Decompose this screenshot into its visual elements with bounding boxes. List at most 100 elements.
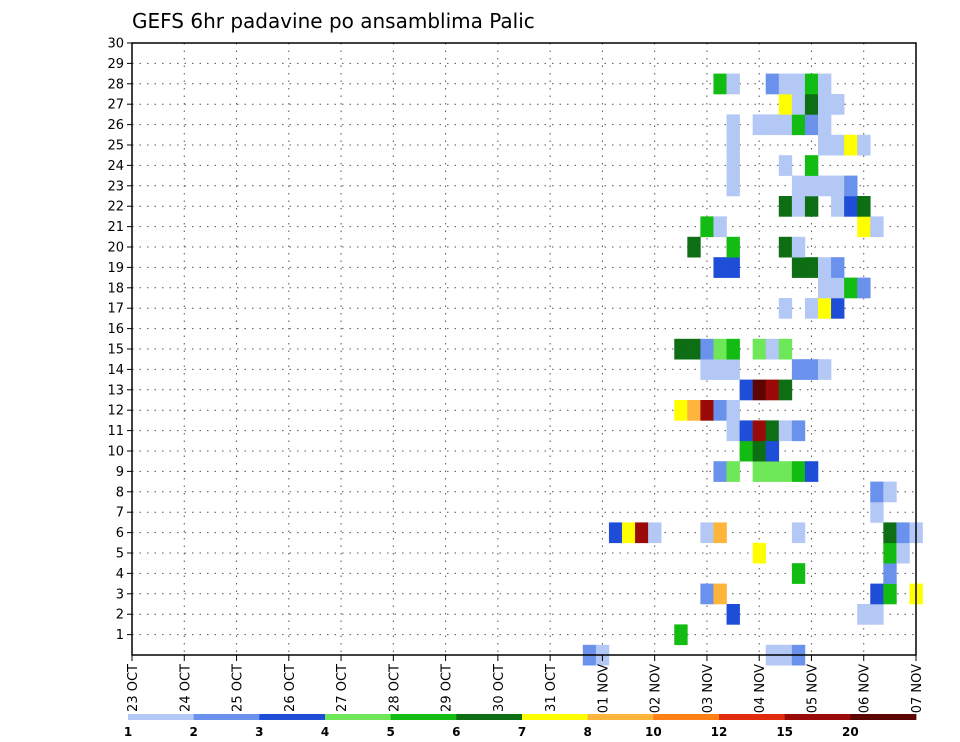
y-tick-label: 4 — [116, 567, 124, 582]
data-cell — [791, 420, 806, 442]
data-cell — [831, 94, 845, 115]
x-tick-label: 07 NOV — [910, 664, 925, 713]
x-tick-label: 25 OCT — [231, 664, 246, 712]
data-cell — [804, 175, 819, 197]
data-cell — [713, 257, 727, 278]
data-cell — [752, 440, 767, 462]
colorbar-label: 2 — [189, 725, 197, 739]
data-cell — [804, 114, 819, 136]
data-cell — [726, 134, 740, 156]
y-tick-label: 2 — [116, 608, 124, 623]
data-cell — [739, 379, 753, 401]
x-tick-label: 30 OCT — [492, 664, 507, 712]
colorbar-label: 4 — [321, 725, 329, 739]
data-cell — [687, 400, 701, 421]
data-cell — [804, 73, 819, 95]
y-tick-label: 13 — [107, 383, 124, 398]
data-cell — [726, 175, 740, 197]
y-tick-label: 25 — [107, 139, 124, 154]
data-cell — [883, 522, 897, 544]
data-cell — [870, 604, 884, 625]
data-cell — [752, 542, 767, 564]
data-cell — [726, 461, 740, 482]
colorbar-label: 1 — [124, 725, 132, 739]
colorbar-label: 5 — [386, 725, 394, 739]
y-tick-label: 19 — [107, 261, 124, 276]
data-cell — [765, 440, 780, 462]
data-cell — [739, 420, 753, 442]
data-cell — [804, 461, 819, 482]
y-tick-label: 7 — [116, 506, 124, 521]
data-cell — [739, 440, 753, 462]
x-tick-label: 29 OCT — [440, 664, 455, 712]
data-cell — [778, 379, 793, 401]
x-tick-label: 05 NOV — [805, 664, 820, 713]
data-cell — [713, 216, 727, 238]
data-cell — [857, 277, 871, 299]
data-cell — [778, 73, 793, 95]
data-cell — [700, 400, 714, 421]
data-cell — [726, 359, 740, 380]
data-cell — [831, 134, 845, 156]
data-cell — [635, 522, 649, 544]
data-cell — [818, 73, 832, 95]
data-cell — [857, 134, 871, 156]
data-cell — [831, 298, 845, 319]
y-tick-label: 11 — [107, 424, 124, 439]
data-cell — [844, 277, 858, 299]
data-cell — [791, 522, 806, 544]
colorbar-swatch — [128, 714, 195, 720]
y-tick-label: 16 — [107, 322, 124, 337]
y-tick-label: 22 — [107, 200, 124, 215]
y-tick-label: 6 — [116, 526, 124, 541]
data-cell — [818, 114, 832, 136]
data-cell — [765, 114, 780, 136]
data-cell — [844, 134, 858, 156]
y-tick-label: 27 — [107, 98, 124, 113]
data-cell — [726, 114, 740, 136]
x-axis: 23 OCT 24 OCT 25 OCT 26 OCT 27 OCT 28 OCT 29 O… — [126, 655, 925, 713]
data-cell — [896, 542, 910, 564]
y-tick-label: 29 — [107, 57, 124, 72]
data-cell — [791, 196, 806, 217]
colorbar-swatch — [456, 714, 523, 720]
colorbar-legend: 1 2 3 4 5 6 7 8 10 12 15 20 — [124, 714, 917, 739]
y-tick-label: 30 — [107, 37, 124, 52]
x-tick-label: 03 NOV — [701, 664, 716, 713]
y-tick-label: 5 — [116, 547, 124, 562]
data-cell — [831, 175, 845, 197]
data-cell — [791, 257, 806, 278]
x-tick-label: 23 OCT — [126, 664, 141, 712]
x-tick-label: 04 NOV — [753, 664, 768, 713]
colorbar-swatch — [719, 714, 786, 720]
data-cell — [752, 379, 767, 401]
data-cell — [804, 257, 819, 278]
x-tick-label: 02 NOV — [649, 664, 664, 713]
data-cell — [804, 359, 819, 380]
data-cell — [804, 196, 819, 217]
colorbar-label: 6 — [452, 725, 460, 739]
y-tick-label: 23 — [107, 179, 124, 194]
y-tick-label: 1 — [116, 628, 124, 643]
data-cell — [883, 583, 897, 605]
data-cell — [818, 175, 832, 197]
data-cell — [857, 604, 871, 625]
y-axis: 1234567891011121314151617181920212223242… — [107, 37, 132, 643]
data-cell — [752, 114, 767, 136]
data-cell — [700, 522, 714, 544]
chart-title: GEFS 6hr padavine po ansamblima Palic — [132, 9, 535, 33]
data-cell — [778, 338, 793, 360]
data-cell — [791, 175, 806, 197]
y-tick-label: 18 — [107, 281, 124, 296]
data-cell — [870, 502, 884, 523]
data-cell — [857, 216, 871, 238]
data-cell — [870, 481, 884, 503]
data-cell — [818, 94, 832, 115]
colorbar-label: 7 — [518, 725, 526, 739]
data-cell — [726, 257, 740, 278]
y-tick-label: 12 — [107, 404, 124, 419]
data-cell — [622, 522, 636, 544]
data-cell — [791, 359, 806, 380]
data-cell — [608, 522, 623, 544]
data-cell — [713, 461, 727, 482]
